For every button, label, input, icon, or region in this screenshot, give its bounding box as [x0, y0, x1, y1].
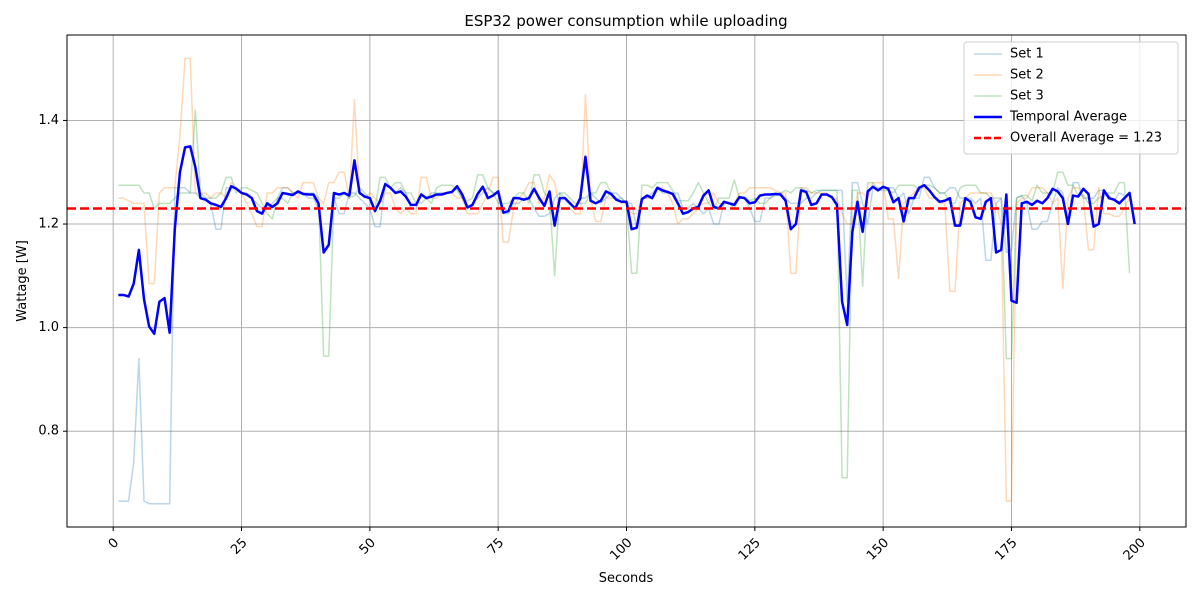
series-line-set-2	[118, 57, 1131, 502]
x-axis-label: Seconds	[599, 571, 654, 586]
legend-label: Set 3	[1010, 89, 1044, 104]
series-line-temporal-average	[118, 145, 1136, 336]
chart-title: ESP32 power consumption while uploading	[464, 12, 787, 30]
y-tick-label: 1.4	[38, 113, 59, 128]
legend: Set 1 Set 2 Set 3 Temporal Average Overall A…	[963, 41, 1179, 155]
series-layer	[67, 57, 1186, 505]
y-axis-label: Wattage [W]	[15, 240, 30, 322]
series-line-set-1	[118, 176, 1125, 505]
plot-frame	[66, 34, 1187, 528]
y-tick-label: 1.2	[38, 217, 59, 232]
legend-label: Set 2	[1010, 68, 1044, 83]
legend-label: Overall Average = 1.23	[1010, 131, 1162, 146]
legend-label: Temporal Average	[1009, 110, 1127, 125]
legend-box	[963, 41, 1179, 155]
legend-label: Set 1	[1010, 47, 1044, 62]
y-tick-label: 1.0	[38, 320, 59, 335]
y-tick-label: 0.8	[38, 424, 59, 439]
